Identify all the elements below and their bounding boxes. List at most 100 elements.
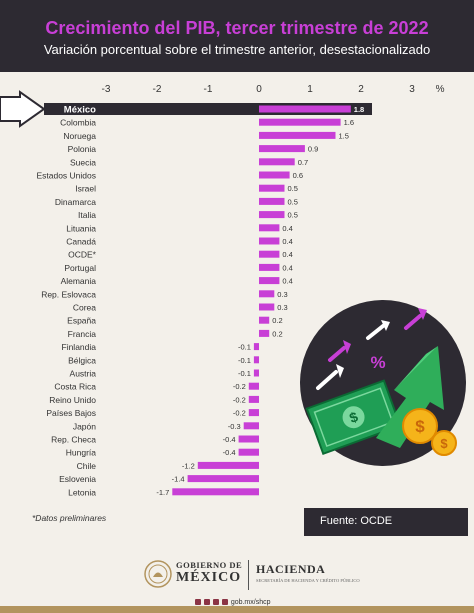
value-label: 0.5 [288,184,298,193]
category-label: Japón [73,421,96,431]
bar-chart: -3 -2 -1 0 1 2 3 % México 1.8 Colombia 1.6 Noruega 1.… [0,84,445,497]
mexico-seal-icon [144,560,172,588]
category-label: Rep. Checa [51,435,96,445]
preliminary-note: *Datos preliminares [32,513,107,523]
category-label: México [64,105,96,116]
value-label: 0.3 [277,303,287,312]
bar [259,145,305,153]
growth-money-illustration: $ $ $ % [300,300,466,466]
value-label: 0.4 [282,250,292,259]
x-tick-label: -3 [102,84,111,95]
bar [259,237,280,245]
bar [197,461,259,469]
facebook-icon[interactable] [195,599,201,606]
hacienda-title: HACIENDA [256,562,326,576]
source-label: Fuente: OCDE [320,515,393,527]
category-label: Noruega [63,131,96,141]
bar [259,184,285,192]
category-label: España [67,316,96,326]
category-label: Bélgica [68,355,96,365]
category-label: Portugal [64,263,96,273]
bar [248,395,259,403]
category-label: Canadá [66,237,96,247]
value-label: -0.1 [238,356,251,365]
svg-text:$: $ [440,436,448,451]
category-label: Francia [68,329,97,339]
bar [259,316,270,324]
category-label: Israel [75,184,96,194]
value-label: -0.2 [233,382,246,391]
category-label: Estados Unidos [36,171,96,181]
value-label: 1.8 [354,105,364,114]
bar [259,197,285,205]
value-label: -0.2 [233,395,246,404]
category-label: Austria [70,369,97,379]
instagram-icon[interactable] [212,599,219,606]
footer-bar [0,606,474,613]
value-label: 0.5 [288,211,298,220]
value-label: 0.6 [293,171,303,180]
x-tick-label: 3 [409,84,415,95]
x-tick-label: 1 [307,84,313,95]
bar [259,303,275,311]
svg-text:$: $ [415,417,425,436]
chart-subtitle: Variación porcentual sobre el trimestre … [43,42,431,57]
x-axis-unit: % [436,84,445,95]
bar [259,290,275,298]
website-link[interactable]: gob.mx/shcp [230,599,271,606]
category-label: Corea [73,303,96,313]
chart-title: Crecimiento del PIB, tercer trimestre de… [45,18,429,38]
bar [259,105,351,113]
bar [259,118,341,126]
x-tick-label: -2 [153,84,162,95]
bar [259,263,280,271]
category-label: Suecia [70,157,96,167]
bar [248,409,259,417]
category-label: Dinamarca [55,197,96,207]
category-label: Alemania [61,276,97,286]
category-label: Polonia [68,144,97,154]
category-label: Letonia [68,487,96,497]
bar [259,158,295,166]
category-label: Colombia [60,118,96,128]
value-label: -0.3 [228,422,241,431]
value-label: -1.4 [172,475,185,484]
value-label: 0.4 [282,237,292,246]
bar [243,422,259,430]
bar [238,448,259,456]
source-box: Fuente: OCDE [304,508,468,536]
bar [187,475,259,483]
bar [248,382,259,390]
x-tick-label: 0 [256,84,262,95]
gob-line2: MÉXICO [176,570,242,585]
hacienda-logo: HACIENDA SECRETARÍA DE HACIENDA Y CRÉDIT… [256,562,360,583]
gob-line1: GOBIERNO DE [176,560,243,570]
value-label: 0.4 [282,277,292,286]
value-label: 0.2 [272,316,282,325]
category-label: Hungría [66,448,97,458]
category-label: Lituania [66,223,96,233]
category-label: Países Bajos [46,408,96,418]
bar [259,224,280,232]
value-label: 0.2 [272,329,282,338]
value-label: -1.7 [156,488,169,497]
hacienda-subtitle: SECRETARÍA DE HACIENDA Y CRÉDITO PÚBLICO [256,578,360,583]
category-label: Italia [78,210,96,220]
bar [259,211,285,219]
category-label: Costa Rica [54,382,96,392]
bar [259,171,290,179]
x-tick-label: -1 [204,84,213,95]
category-label: Chile [77,461,97,471]
twitter-icon[interactable] [203,599,210,606]
footer: GOBIERNO DE MÉXICO HACIENDA SECRETARÍA D… [0,548,474,613]
youtube-icon[interactable] [221,599,228,606]
bar [253,343,259,351]
value-label: 0.7 [298,158,308,167]
value-label: 0.5 [288,197,298,206]
bar [172,488,259,496]
bar [259,329,270,337]
category-label: Eslovenia [59,474,96,484]
social-links: gob.mx/shcp [195,599,271,606]
x-tick-label: 2 [358,84,364,95]
category-label: Finlandia [62,342,97,352]
